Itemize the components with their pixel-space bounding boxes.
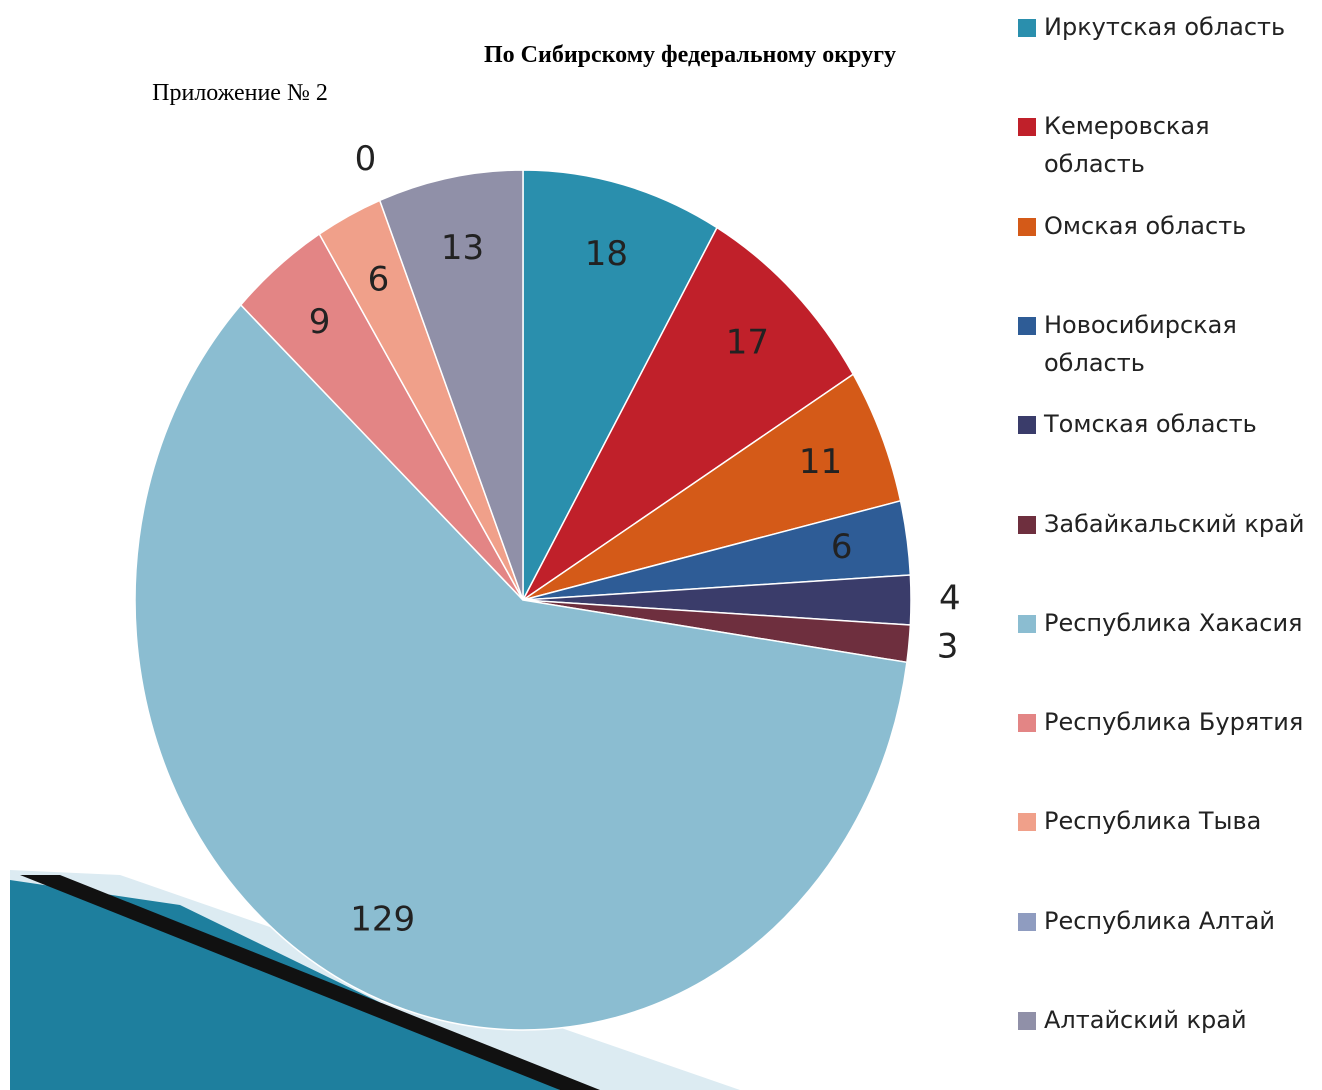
data-label: 9 <box>309 302 331 342</box>
pie-slice <box>522 169 718 601</box>
legend-swatch <box>1018 19 1036 37</box>
data-label: 3 <box>937 627 959 667</box>
legend-label: Кемеровская область <box>1044 112 1210 179</box>
data-label: 13 <box>441 228 484 268</box>
legend-item: Республика Алтай <box>1018 902 1318 940</box>
legend-item: Новосибирская область <box>1018 306 1318 382</box>
legend-label: Алтайский край <box>1044 1006 1247 1034</box>
legend-label: Иркутская область <box>1044 13 1286 41</box>
data-label: 6 <box>368 260 390 300</box>
legend-label: Республика Тыва <box>1044 807 1262 836</box>
legend-swatch <box>1018 416 1036 435</box>
pie-slice <box>378 169 524 601</box>
legend-item: Томская область <box>1018 405 1318 443</box>
data-label: 129 <box>350 900 415 940</box>
legend-swatch <box>1018 614 1036 633</box>
legend-label: Республика Алтай <box>1044 906 1275 935</box>
legend-swatch <box>1018 118 1036 137</box>
legend-label: Республика Хакасия <box>1044 608 1303 637</box>
data-label: 17 <box>726 322 769 362</box>
data-label: 11 <box>799 442 842 482</box>
legend-swatch <box>1018 912 1036 931</box>
legend-label: Томская область <box>1044 410 1257 439</box>
legend-swatch <box>1018 316 1036 335</box>
legend-label: Республика Бурятия <box>1044 708 1304 737</box>
legend-label: Забайкальский край <box>1044 509 1305 538</box>
legend-item: Республика Хакасия <box>1018 604 1318 642</box>
pie-slice <box>522 226 855 601</box>
chart-subtitle: Приложение № 2 <box>152 80 328 106</box>
decor-arrow-edge <box>20 875 600 1090</box>
data-label: 0 <box>355 139 377 179</box>
legend-item: Кемеровская область <box>1018 107 1318 183</box>
pie-slice <box>134 303 908 1031</box>
legend-swatch <box>1018 515 1036 534</box>
legend-swatch <box>1018 714 1036 733</box>
legend-swatch <box>1018 813 1036 832</box>
legend-label: Новосибирская область <box>1044 310 1237 377</box>
legend-swatch <box>1018 217 1036 236</box>
legend-item: Алтайский край <box>1018 1001 1318 1039</box>
legend-item: Иркутская область <box>1018 8 1318 46</box>
legend-item: Забайкальский край <box>1018 505 1318 543</box>
legend-item: Республика Бурятия <box>1018 703 1318 741</box>
legend-swatch <box>1018 1012 1036 1030</box>
chart-title: По Сибирскому федеральному округу <box>484 42 896 68</box>
legend-item: Омская область <box>1018 207 1318 245</box>
legend-item: Республика Тыва <box>1018 802 1318 840</box>
data-label: 6 <box>831 527 853 567</box>
legend-label: Омская область <box>1044 211 1247 240</box>
decor-arrow <box>10 880 560 1090</box>
data-label: 18 <box>585 234 628 274</box>
data-label: 4 <box>939 579 961 619</box>
